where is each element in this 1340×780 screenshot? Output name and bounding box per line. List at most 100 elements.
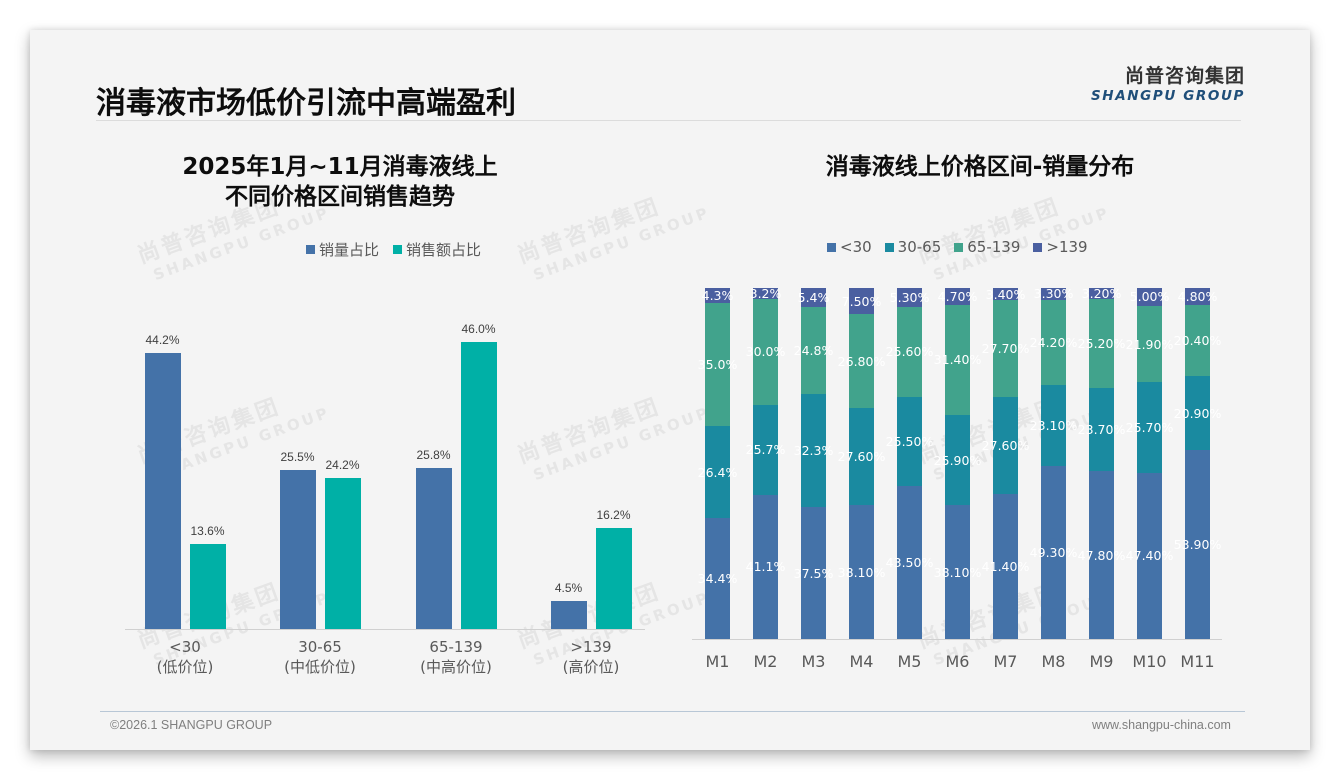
stacked-bar: 49.30% 23.10% 24.20% 3.30% — [1030, 286, 1077, 639]
footer-copyright: ©2026.1 SHANGPU GROUP — [110, 718, 273, 732]
segment-65-139: 25.60% — [886, 306, 933, 397]
segment-30-65: 25.7% — [746, 404, 785, 495]
segment-lt30: 47.40% — [1126, 472, 1173, 639]
segment-value-label: 31.40% — [933, 352, 982, 368]
month-label: M8 — [1041, 652, 1066, 671]
segment-65-139: 20.40% — [1174, 304, 1221, 377]
segment-value-label: 47.40% — [1125, 548, 1174, 564]
stacked-bar: 41.1% 25.7% 30.0% 3.2% — [746, 286, 785, 639]
segment-value-label: 32.3% — [793, 443, 834, 459]
month-label: M9 — [1089, 652, 1114, 671]
bar-sales-share — [189, 544, 226, 629]
month-label: M1 — [705, 652, 730, 671]
legend-item-sales: 销售额占比 — [393, 239, 481, 260]
segment-30-65: 25.90% — [934, 414, 981, 506]
segment-value-label: 21.90% — [1125, 336, 1174, 352]
segment-30-65: 23.10% — [1030, 384, 1077, 466]
stacked-bar: 38.10% 25.90% 31.40% 4.70% — [934, 288, 981, 639]
stacked-bar: 41.40% 27.60% 27.70% 3.40% — [982, 287, 1029, 639]
slide: 尚普咨询集团 SHANGPU GROUP 尚普咨询集团 SHANGPU GROU… — [30, 30, 1310, 750]
stacked-bar: 38.10% 27.60% 26.80% 7.50% — [838, 288, 885, 639]
segment-lt30: 41.40% — [982, 493, 1029, 639]
segment-value-label: 43.50% — [885, 555, 934, 571]
segment-value-label: 27.60% — [837, 449, 886, 465]
bar-volume-share — [550, 600, 587, 629]
segment-65-139: 25.20% — [1078, 299, 1125, 388]
footer-website: www.shangpu-china.com — [1092, 718, 1231, 732]
stacked-bar: 34.4% 26.4% 35.0% 4.3% — [698, 288, 737, 639]
segment-lt30: 47.80% — [1078, 471, 1125, 639]
legend-swatch-gt139 — [1033, 242, 1043, 252]
month-label: M2 — [753, 652, 778, 671]
logo-chinese: 尚普咨询集团 — [1124, 65, 1245, 87]
watermark: 尚普咨询集团 SHANGPU GROUP — [514, 194, 713, 285]
bar-sales-share — [324, 477, 361, 629]
logo-english: SHANGPU GROUP — [1090, 88, 1245, 104]
segment-lt30: 43.50% — [886, 486, 933, 639]
month-label: M6 — [945, 652, 970, 671]
segment-value-label: 4.3% — [701, 288, 734, 304]
segment-65-139: 27.70% — [982, 299, 1029, 398]
segment-65-139: 21.90% — [1126, 305, 1173, 383]
legend-swatch-sales — [393, 245, 403, 254]
bar-volume-share — [415, 467, 452, 629]
segment-value-label: 3.30% — [1033, 286, 1074, 302]
legend-item-65-139: 65-139 — [954, 238, 1020, 256]
segment-lt30: 38.10% — [934, 505, 981, 639]
segment-lt30: 53.90% — [1174, 449, 1221, 639]
segment-65-139: 30.0% — [746, 299, 785, 405]
segment-value-label: 25.70% — [1125, 420, 1174, 436]
stacked-bar: 53.90% 20.90% 20.40% 4.80% — [1174, 288, 1221, 639]
legend-item-volume: 销量占比 — [306, 239, 379, 260]
segment-value-label: 3.2% — [749, 286, 782, 302]
segment-gt139: 5.00% — [1130, 288, 1169, 306]
segment-lt30: 49.30% — [1030, 465, 1077, 639]
segment-65-139: 26.80% — [838, 314, 885, 409]
month-label: M11 — [1180, 652, 1215, 671]
segment-30-65: 26.4% — [698, 425, 737, 519]
bar-volume-share — [144, 352, 181, 629]
page-title: 消毒液市场低价引流中高端盈利 — [96, 86, 516, 121]
segment-value-label: 26.4% — [697, 464, 738, 480]
segment-65-139: 24.20% — [1030, 299, 1077, 385]
segment-gt139: 3.30% — [1034, 286, 1074, 301]
left-chart-x-axis — [125, 629, 645, 630]
segment-value-label: 26.80% — [837, 353, 886, 369]
segment-30-65: 27.60% — [982, 397, 1029, 494]
right-chart-legend: <30 30-65 65-139 >139 — [827, 238, 1088, 256]
watermark: 尚普咨询集团 SHANGPU GROUP — [514, 394, 713, 485]
stacked-bar: 37.5% 32.3% 24.8% 5.4% — [794, 288, 833, 639]
right-chart-x-axis — [692, 639, 1222, 640]
bar-sales-share — [595, 527, 632, 629]
segment-value-label: 53.90% — [1173, 536, 1222, 552]
segment-value-label: 38.10% — [837, 564, 886, 580]
month-label: M3 — [801, 652, 826, 671]
stacked-bar: 43.50% 25.50% 25.60% 5.30% — [886, 288, 933, 639]
month-label: M7 — [993, 652, 1018, 671]
bar-volume-share — [279, 469, 316, 629]
segment-30-65: 32.3% — [794, 394, 833, 508]
company-logo: 尚普咨询集团 SHANGPU GROUP — [1085, 64, 1245, 104]
category-label: <30 (低价位) — [156, 638, 214, 676]
segment-value-label: 5.00% — [1129, 289, 1170, 305]
segment-value-label: 24.8% — [793, 342, 834, 358]
segment-30-65: 20.90% — [1174, 376, 1221, 450]
segment-gt139: 4.3% — [702, 288, 733, 304]
segment-30-65: 25.70% — [1126, 382, 1173, 473]
segment-value-label: 49.30% — [1029, 544, 1078, 560]
segment-value-label: 4.70% — [937, 288, 978, 304]
segment-value-label: 27.70% — [981, 341, 1030, 357]
segment-gt139: 4.70% — [938, 288, 977, 305]
segment-value-label: 38.10% — [933, 564, 982, 580]
segment-gt139: 4.80% — [1178, 288, 1217, 305]
segment-value-label: 5.30% — [889, 289, 930, 305]
stacked-bar: 47.40% 25.70% 21.90% 5.00% — [1126, 288, 1173, 639]
month-label: M5 — [897, 652, 922, 671]
right-chart-title: 消毒液线上价格区间-销量分布 — [825, 154, 1135, 180]
bar-value-label: 13.6% — [190, 524, 225, 538]
stacked-bar: 47.80% 23.70% 25.20% 3.20% — [1078, 286, 1125, 639]
segment-gt139: 5.30% — [890, 288, 929, 307]
segment-value-label: 24.20% — [1029, 334, 1078, 350]
segment-value-label: 35.0% — [697, 356, 738, 372]
segment-30-65: 25.50% — [886, 396, 933, 487]
